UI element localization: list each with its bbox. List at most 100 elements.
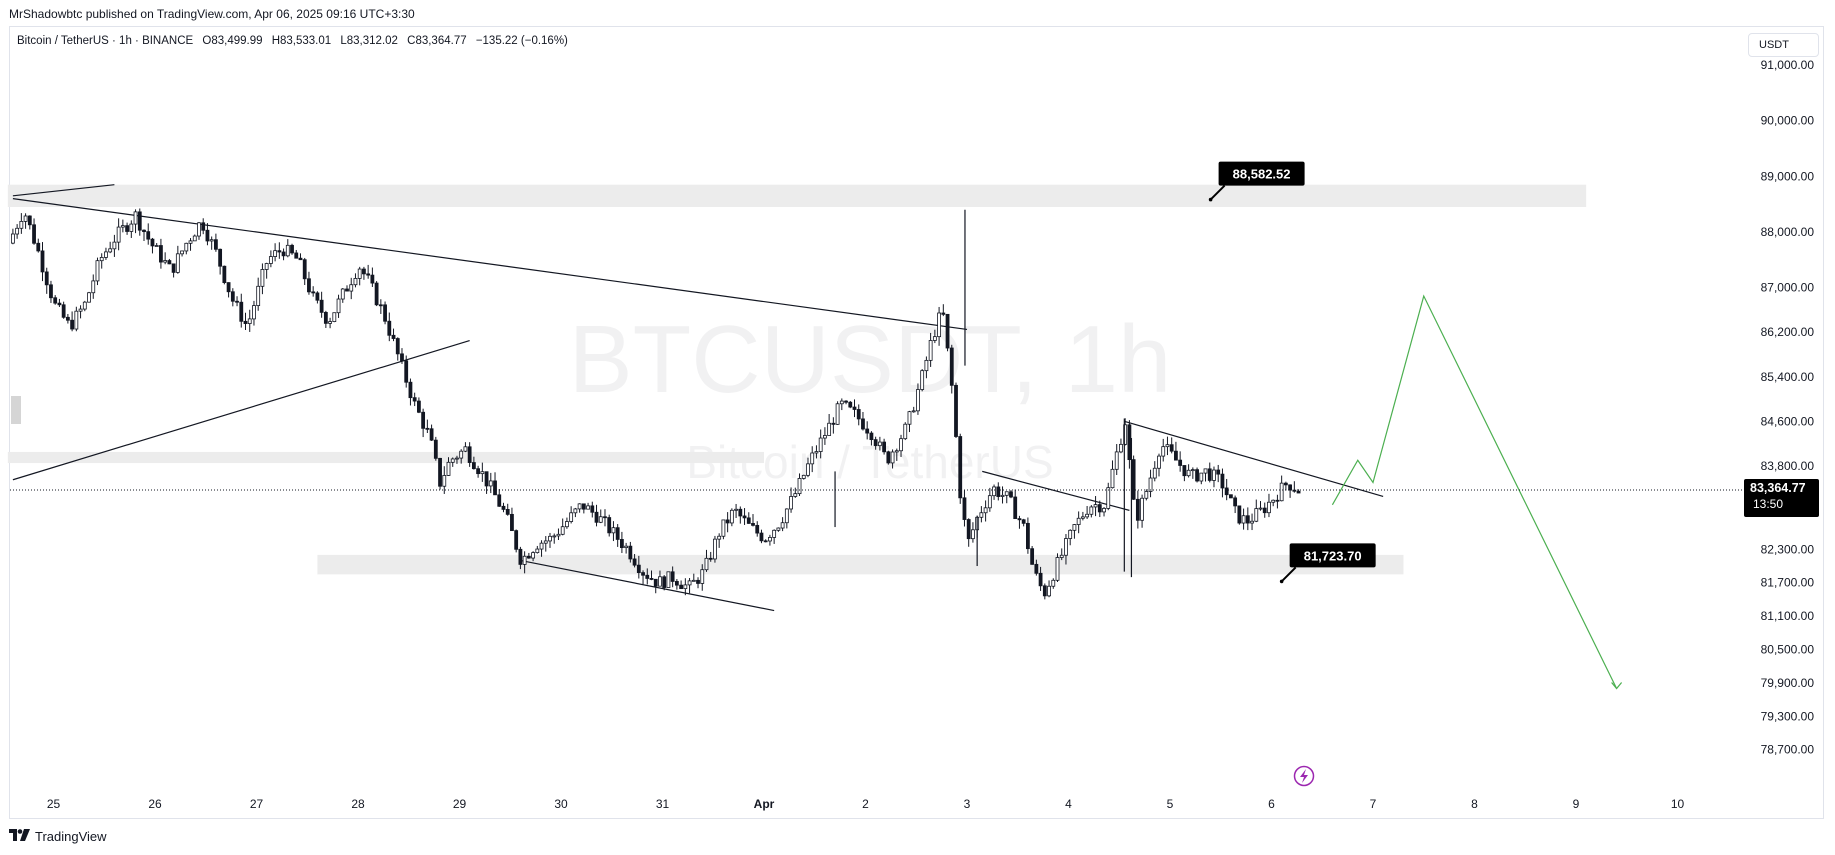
candle-body [142,229,146,233]
candle-body [734,508,738,511]
candle-body [556,533,561,537]
x-tick-label: 7 [1370,797,1377,811]
candle-body [497,494,502,507]
candle-body [1059,554,1064,558]
candle-body [323,311,328,324]
candlesticks [10,208,1301,600]
candle-body [370,274,375,284]
candle-body [1178,459,1183,466]
projection-path [1331,294,1623,690]
candle-body [658,576,662,587]
candle-body [450,458,455,463]
lightning-icon[interactable] [1293,765,1315,787]
candle-body [1026,522,1030,550]
candle-body [971,529,975,540]
candle-body [1182,465,1187,477]
candle-body [831,422,836,425]
candle-body [1190,469,1195,472]
candle-body [954,384,958,437]
candle-body [856,409,861,420]
candle-body [620,539,624,549]
y-tick-label: 83,800.00 [1761,459,1815,473]
trendline [1124,420,1384,498]
candle-body [345,288,349,292]
candle-body [137,211,142,231]
candle-body [49,284,53,299]
callout-leader [1280,566,1297,583]
x-tick-label: 9 [1573,797,1580,811]
candle-body [877,441,882,447]
candle-body [907,411,912,425]
candle-body [662,576,667,588]
candle-body [683,584,688,590]
candle-body [311,291,316,294]
candle-body [704,557,709,571]
callout-label: 88,582.52 [1233,167,1291,182]
candle-body [1199,472,1204,482]
x-tick-label: 31 [656,797,670,811]
trendline [520,559,775,612]
currency-button[interactable]: USDT [1748,33,1819,57]
symbol-info: Bitcoin / TetherUS · 1h · BINANCE [17,35,194,47]
candle-body [315,292,320,301]
candle-body [835,403,840,425]
candle-body [670,571,675,582]
candle-body [395,338,400,355]
candle-body [1055,557,1060,581]
tradingview-logo-icon [9,829,31,844]
time-axis[interactable]: 25 26 27 28 29 30 31 Apr 2 3 4 5 6 7 8 9 10 [47,797,1685,811]
candle-body [987,495,992,509]
watermark-title: BTCUSDT, 1h [569,306,1172,413]
candle-body [514,530,519,550]
callout-box [1218,161,1305,186]
candle-body [738,508,743,517]
candle-body [636,564,641,573]
x-tick-label: 5 [1167,797,1174,811]
trendline [12,184,115,197]
symbol-legend[interactable]: Bitcoin / TetherUS · 1h · BINANCE O83,49… [17,35,574,47]
candle-body [146,231,151,240]
candle-body [603,516,607,519]
candle-body [1169,444,1174,452]
candle-body [480,471,485,475]
candle-body [713,538,717,560]
candle-body [1288,484,1293,491]
y-tick-label: 90,000.00 [1761,114,1815,128]
candle-body [218,248,223,267]
candle-body [285,244,290,257]
x-tick-label: 4 [1065,797,1072,811]
candle-body [302,259,307,280]
candle-body [192,235,197,242]
y-tick-label: 82,300.00 [1761,542,1815,556]
candle-body [150,238,155,247]
ohlc-low: L83,312.02 [340,35,398,47]
candle-body [247,318,252,324]
candle-body [82,301,87,310]
projection-line [1331,294,1618,689]
candle-body [400,353,404,362]
candle-body [467,446,472,463]
candle-body [175,253,180,273]
tradingview-footer[interactable]: TradingView [9,829,107,844]
price-axis[interactable]: 91,000.00 90,000.00 89,000.00 88,000.00 87,0… [1761,58,1815,757]
candle-body [463,446,468,452]
ohlc-close: C83,364.77 [407,35,467,47]
candle-body [966,519,971,540]
candle-body [493,480,497,496]
candle-body [666,571,671,588]
candle-body [746,517,751,524]
candle-body [277,250,282,253]
candle-body [755,524,760,534]
candle-body [1000,494,1005,497]
candle-body [780,522,785,529]
candle-body [476,468,481,475]
candle-body [32,224,36,244]
candle-body [810,452,815,465]
candle-body [1051,579,1056,587]
x-tick-label: 30 [554,797,568,811]
candle-body [628,545,633,560]
candle-body [340,288,345,300]
candle-body [15,227,20,235]
y-tick-label: 84,600.00 [1761,414,1815,428]
